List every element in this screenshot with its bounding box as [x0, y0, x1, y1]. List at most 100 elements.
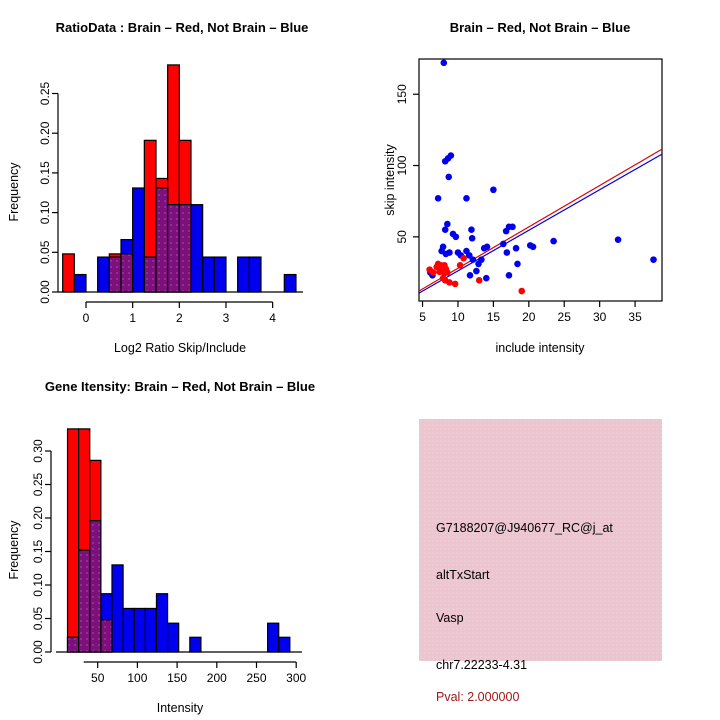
scatter-point-blue	[441, 226, 449, 233]
scatter-point-blue	[452, 233, 460, 241]
hist-bar-overlap	[120, 253, 134, 293]
x-tick-label: 200	[207, 671, 227, 685]
scatter-point-blue	[434, 195, 442, 202]
y-tick-label: 0.15	[38, 161, 52, 185]
x-tick-label: 250	[246, 671, 266, 685]
hist-bar-blue	[111, 564, 124, 653]
y-tick-label: 0.10	[38, 201, 52, 225]
x-tick-label: 2	[176, 311, 183, 325]
y-axis-label: Frequency	[7, 520, 21, 580]
hist-bar-overlap	[108, 256, 122, 293]
hist-bar-blue	[202, 256, 215, 293]
hist-bar-red	[62, 253, 75, 293]
plot-area: 5 10 15 20 25 30 35 50 100 150	[395, 58, 663, 324]
hist-bar-blue	[278, 636, 291, 653]
chart-title: Brain – Red, Not Brain – Blue	[450, 20, 631, 35]
scatter-point-blue	[478, 256, 485, 263]
hist-bar-blue	[189, 636, 202, 653]
hist-bar-overlap	[178, 204, 192, 293]
scatter-point-blue	[529, 243, 537, 251]
hist-bar-overlap	[66, 636, 80, 653]
hist-bar-overlap	[100, 619, 113, 653]
scatter-point-red	[518, 287, 526, 295]
scatter-point-blue	[444, 220, 451, 228]
gene-intensity-histogram-panel: Gene Itensity: Brain – Red, Not Brain – …	[7, 379, 315, 715]
x-tick-label: 50	[91, 671, 105, 685]
hist-bar-blue	[267, 622, 280, 653]
plot-box	[418, 58, 663, 302]
y-tick-label: 0.15	[31, 539, 45, 563]
x-tick-label: 25	[558, 310, 572, 324]
regression-line-not-brain-fit	[418, 153, 663, 294]
scatter-point-red	[446, 279, 453, 286]
y-tick-label: 0.05	[31, 606, 45, 630]
chart-title: Gene Itensity: Brain – Red, Not Brain – …	[45, 379, 315, 394]
scatter-point-blue	[468, 234, 476, 242]
scatter-point-blue	[550, 237, 557, 245]
hist-bar-blue	[144, 607, 158, 653]
hist-bar-blue	[213, 256, 227, 293]
scatter-point-blue	[490, 186, 497, 194]
info-line: chr7.22233-4.31	[436, 658, 528, 672]
scatter-point-red	[451, 280, 459, 288]
plot-area: 0.00 0.05 0.10 0.15 0.20 0.25 0.30 50 100 150 200 2…	[31, 428, 307, 685]
chart-title: RatioData : Brain – Red, Not Brain – Blu…	[56, 20, 309, 35]
x-tick-label: 35	[628, 310, 642, 324]
hist-bar-overlap	[143, 256, 157, 293]
scatter-point-blue	[447, 152, 455, 159]
scatter-point-blue	[483, 243, 491, 251]
x-tick-label: 0	[83, 311, 90, 325]
x-axis-label: Log2 Ratio Skip/Include	[114, 341, 246, 355]
ratio-histogram-panel: RatioData : Brain – Red, Not Brain – Blu…	[7, 20, 309, 355]
x-tick-label: 3	[223, 311, 230, 325]
hist-bar-blue	[122, 607, 135, 653]
scatter-point-red	[475, 277, 483, 284]
hist-bar-blue	[155, 593, 169, 653]
scatter-point-blue	[469, 256, 477, 263]
scatter-point-blue	[473, 267, 480, 275]
scatter-point-blue	[614, 236, 622, 243]
y-tick-label: 0.10	[31, 573, 45, 597]
y-tick-label: 100	[395, 155, 409, 175]
x-axis-label: include intensity	[496, 341, 586, 355]
hist-bar-blue	[73, 273, 87, 293]
x-tick-label: 300	[286, 671, 306, 685]
hist-bar-blue	[166, 622, 180, 653]
hist-bar-blue	[248, 256, 262, 293]
scatter-point-blue	[505, 272, 513, 279]
scatter-point-blue	[514, 260, 521, 268]
hist-bar-blue	[97, 256, 110, 293]
y-tick-label: 0.00	[31, 640, 45, 664]
x-tick-label: 30	[593, 310, 607, 324]
scatter-point-blue	[445, 173, 453, 181]
info-line: altTxStart	[436, 568, 490, 582]
scatter-point-blue	[463, 195, 470, 202]
x-tick-label: 4	[269, 311, 276, 325]
y-tick-label: 0.20	[31, 506, 45, 530]
plot-area: 0.00 0.05 0.10 0.15 0.20 0.25 0 1 2 3 4	[38, 64, 303, 325]
regression-line-brain-fit	[418, 148, 663, 292]
scatter-point-red	[444, 269, 451, 276]
scatter-point-blue	[440, 59, 448, 67]
hist-bar-overlap	[155, 187, 169, 293]
scatter-point-blue	[503, 249, 511, 256]
y-tick-label: 0.05	[38, 240, 52, 264]
y-tick-label: 0.00	[38, 280, 52, 304]
scatter-point-blue	[509, 223, 516, 231]
scatter-point-blue	[483, 274, 490, 282]
hist-bar-red	[66, 428, 80, 653]
x-axis-label: Intensity	[157, 701, 204, 715]
info-line: Vasp	[436, 611, 464, 625]
intensity-scatter-panel: Brain – Red, Not Brain – Blue include in…	[383, 20, 663, 355]
x-tick-label: 150	[167, 671, 187, 685]
y-tick-label: 150	[395, 84, 409, 104]
hist-bar-overlap	[167, 204, 180, 293]
scatter-point-blue	[500, 240, 507, 248]
info-line: G7188207@J940677_RC@j_at	[436, 521, 613, 535]
pval-text: Pval: 2.000000	[436, 690, 520, 704]
scatter-point-blue	[650, 256, 657, 263]
hist-bar-blue	[132, 187, 145, 293]
y-axis-label: skip intensity	[383, 143, 397, 215]
y-tick-label: 0.30	[31, 439, 45, 463]
